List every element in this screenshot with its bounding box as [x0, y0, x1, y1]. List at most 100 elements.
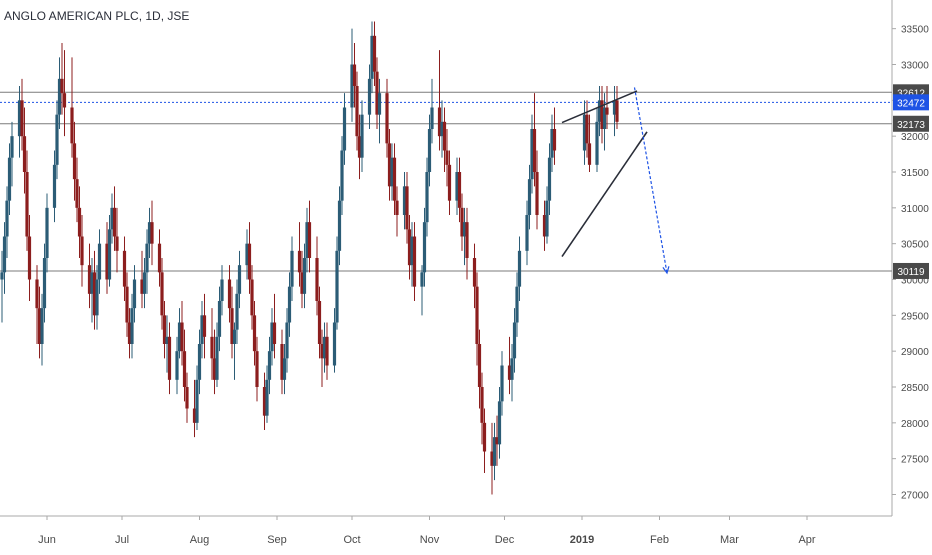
candle-up	[287, 286, 292, 323]
candle-up	[322, 336, 327, 359]
candle-down	[105, 243, 109, 280]
candle-up	[265, 379, 269, 416]
candle-down	[250, 279, 254, 316]
candle-down	[395, 200, 399, 215]
candle-up	[440, 121, 444, 137]
candle-down	[317, 301, 322, 344]
candle-down	[122, 250, 127, 287]
candle-down	[92, 272, 97, 316]
candle-down	[315, 258, 319, 301]
candle-up	[10, 136, 14, 158]
candle-down	[140, 279, 144, 294]
candle-down	[70, 107, 74, 144]
candle-down	[482, 422, 487, 452]
y-tick-label: 27000	[901, 491, 929, 502]
y-tick-label: 31500	[901, 168, 929, 179]
candle-up	[337, 200, 342, 251]
candle-up	[282, 358, 287, 380]
projection-arrow-head	[662, 266, 670, 275]
y-tick-label: 29500	[901, 311, 929, 322]
x-tick-label: Aug	[190, 534, 210, 546]
candle-down	[352, 64, 357, 86]
candle-down	[405, 186, 409, 230]
candle-up	[175, 351, 179, 380]
candle-down	[437, 107, 442, 137]
y-tick-label: 33500	[901, 25, 929, 36]
candle-up	[550, 129, 554, 158]
candle-down	[252, 315, 257, 352]
candle-up	[390, 157, 394, 187]
candle-up	[132, 279, 137, 309]
candle-down	[615, 100, 619, 122]
candle-down	[60, 78, 64, 94]
candle-up	[370, 35, 374, 79]
y-tick-label: 31000	[901, 204, 929, 215]
candle-up	[350, 64, 354, 108]
candle-up	[235, 293, 239, 330]
candle-up	[335, 250, 339, 323]
candle-up	[595, 121, 599, 165]
candle-down	[22, 136, 27, 172]
y-tick-label: 29000	[901, 347, 929, 358]
x-tick-label: Sep	[267, 534, 287, 546]
x-tick-label: Dec	[495, 534, 515, 546]
candle-down	[230, 308, 234, 344]
candle-up	[545, 200, 549, 237]
candle-down	[150, 222, 154, 244]
candle-down	[385, 93, 389, 144]
candle-up	[582, 114, 587, 151]
x-tick-label: Nov	[420, 534, 440, 546]
x-tick-label: Jun	[38, 534, 56, 546]
candle-down	[202, 315, 207, 337]
candle-down	[272, 322, 277, 344]
projection-arrow-line	[633, 87, 668, 274]
y-tick-label: 28000	[901, 419, 929, 430]
candle-down	[307, 222, 312, 258]
candle-down	[442, 121, 447, 151]
candle-down	[280, 344, 284, 380]
candle-down	[445, 150, 449, 165]
price-badge-label: 32173	[897, 120, 925, 131]
candle-up	[305, 222, 309, 258]
y-tick-label: 30500	[901, 240, 929, 251]
candle-up	[410, 236, 414, 266]
candle-up	[285, 322, 289, 359]
candle-up	[492, 437, 497, 466]
candle-down	[62, 93, 67, 108]
candle-down	[387, 143, 392, 187]
candle-down	[465, 222, 469, 258]
candle-down	[472, 258, 477, 287]
candle-up	[510, 358, 514, 380]
candle-down	[77, 207, 82, 237]
candle-up	[302, 258, 307, 294]
candle-up	[232, 329, 237, 344]
y-tick-label: 28500	[901, 383, 929, 394]
candle-up	[197, 344, 202, 380]
price-badge	[893, 94, 929, 111]
candle-down	[37, 308, 42, 344]
candle-down	[180, 322, 184, 352]
candle-down	[210, 336, 214, 359]
candle-down	[212, 358, 217, 380]
candle-down	[227, 279, 232, 309]
candle-up	[512, 322, 517, 359]
candle-up	[17, 100, 22, 137]
candle-up	[360, 114, 364, 158]
candle-up	[55, 114, 59, 165]
candle-down	[355, 86, 359, 137]
candle-down	[87, 265, 92, 294]
candle-up	[500, 365, 504, 402]
candle-up	[57, 78, 62, 115]
candle-up	[45, 207, 49, 258]
candle-down	[75, 179, 79, 208]
candle-up	[422, 222, 427, 273]
candle-down	[412, 236, 417, 287]
candle-down	[325, 336, 329, 366]
candle-up	[597, 100, 602, 122]
price-badge-label: 32472	[897, 98, 925, 109]
candle-down	[477, 344, 482, 387]
candle-up	[177, 322, 182, 352]
candle-down	[535, 172, 539, 215]
